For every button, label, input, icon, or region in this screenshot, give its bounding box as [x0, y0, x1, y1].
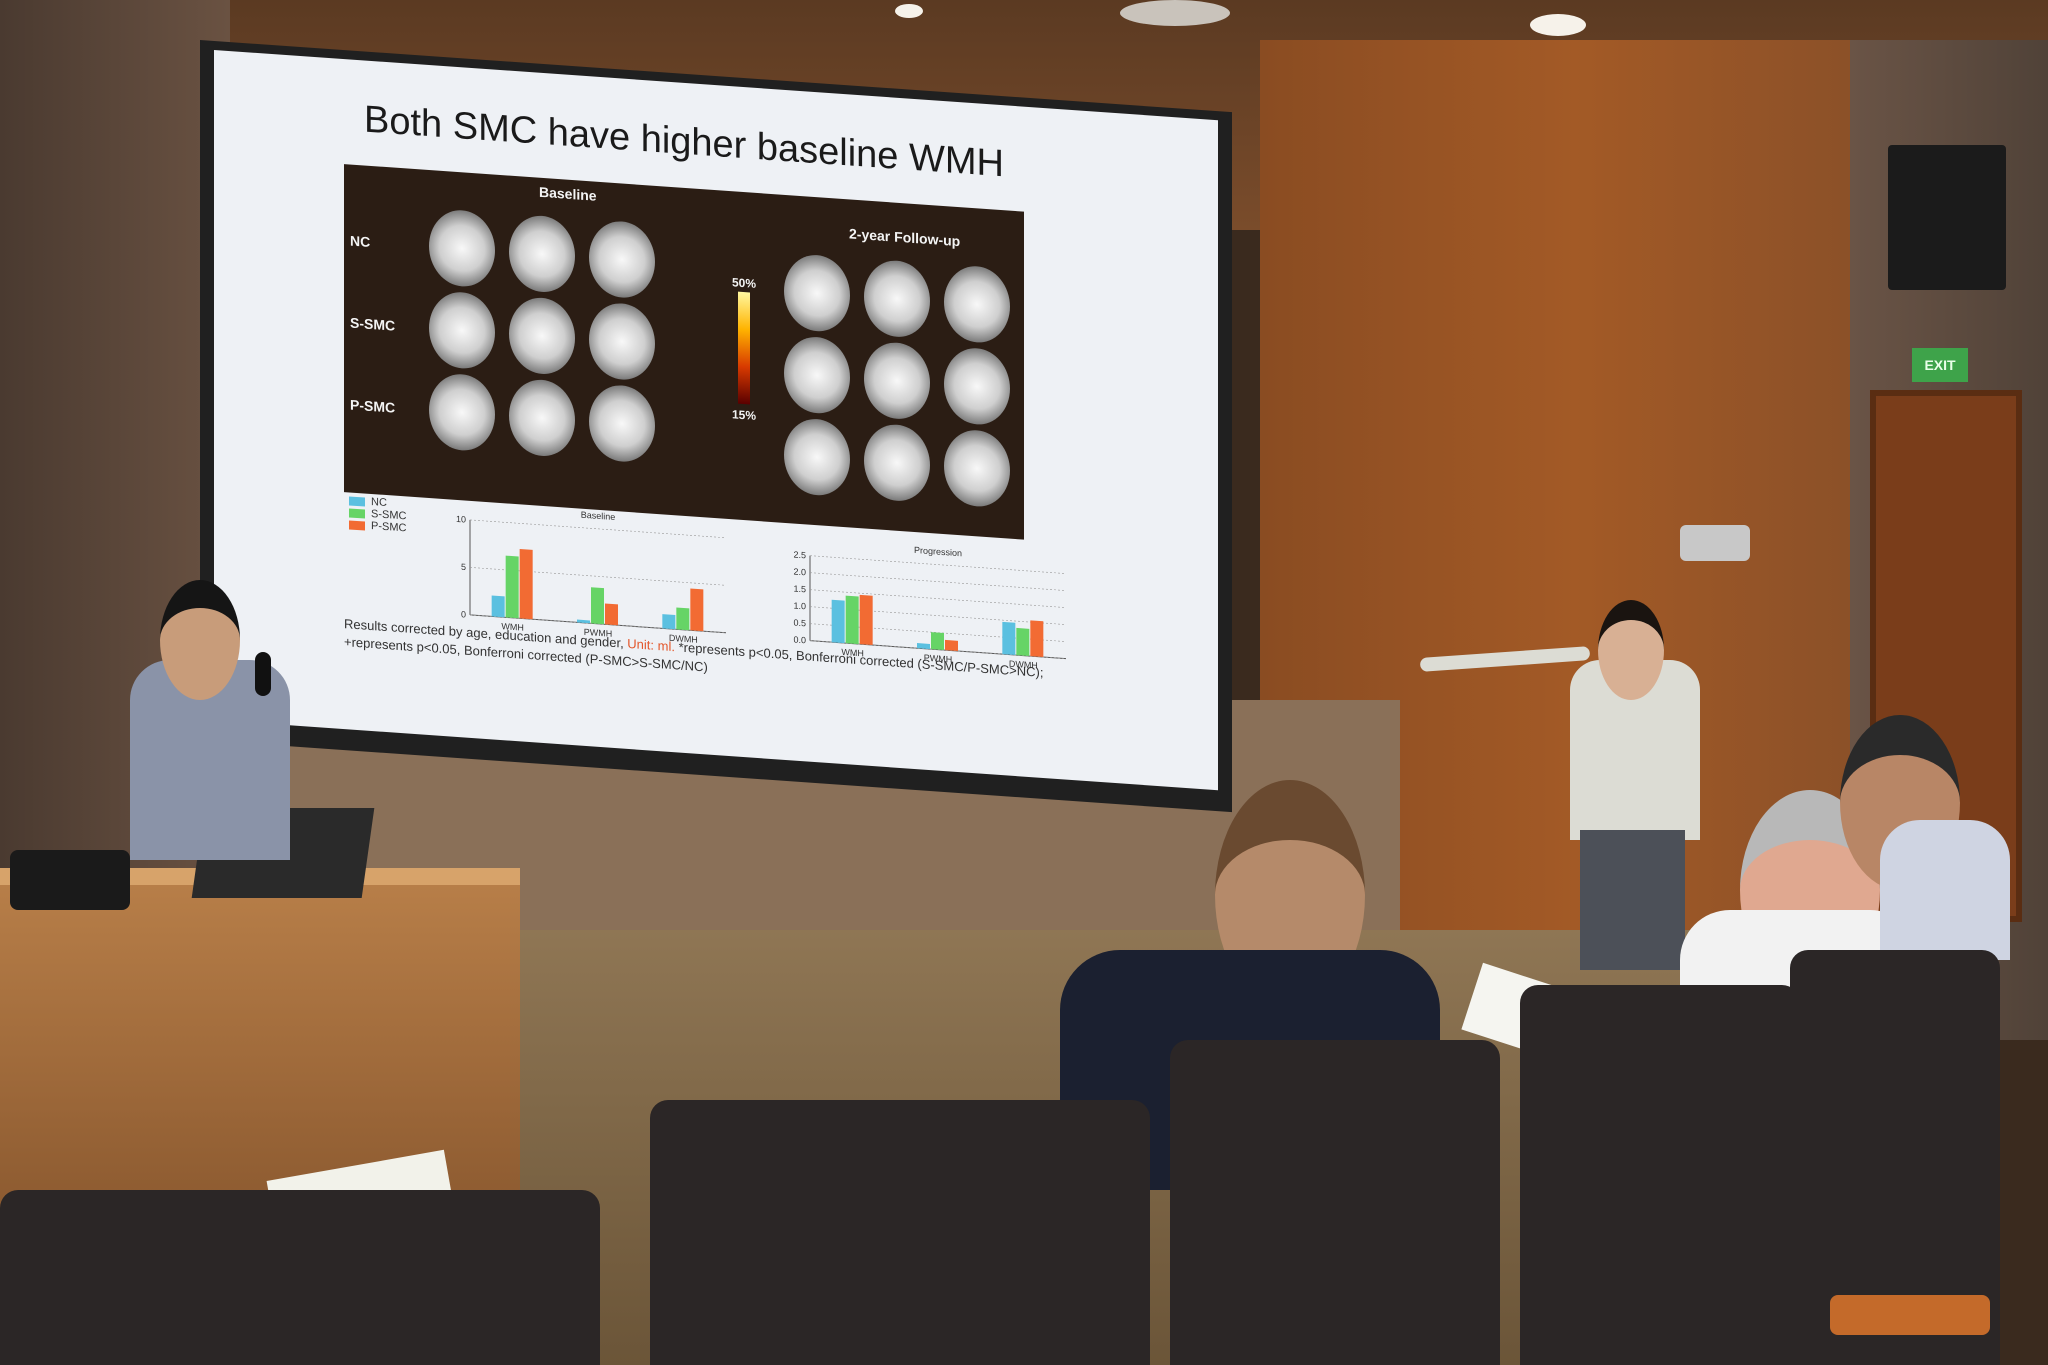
female-presenter-skirt [1580, 830, 1685, 970]
bar-p-smc [859, 594, 873, 646]
gridline [810, 589, 1066, 608]
bar-s-smc [845, 595, 859, 645]
female-presenter-head [1598, 600, 1664, 700]
ceiling-light [895, 4, 923, 18]
brain-slice [429, 208, 495, 289]
y-tick-label: 5 [461, 562, 466, 572]
bar-nc [491, 595, 505, 618]
brain-slice [944, 264, 1010, 345]
progression-bar-chart: Progression 0.0 0.5 1.0 1.5 2.0 2.5 WMH PWMH DWMH [793, 545, 1066, 671]
bar-p-smc [945, 639, 958, 652]
brain-slice [944, 428, 1010, 509]
brain-slice [864, 340, 930, 422]
bar-nc [917, 643, 930, 650]
microphone [255, 652, 271, 696]
bar-s-smc [931, 632, 944, 651]
brain-slice [509, 377, 575, 459]
ceiling-vent [1120, 0, 1230, 26]
brain-slice [429, 290, 495, 371]
baseline-label: Baseline [539, 183, 597, 204]
brain-slice [944, 346, 1010, 427]
audience-member-shirt [1880, 820, 2010, 960]
brain-slice [864, 258, 930, 340]
brain-slice [784, 334, 850, 416]
legend-swatch [349, 495, 365, 507]
gridline [810, 572, 1066, 591]
x-tick-label: WMH [501, 621, 523, 633]
y-tick-label: 0.5 [793, 618, 806, 629]
x-tick-label: DWMH [1009, 659, 1038, 671]
bar-nc [1002, 621, 1016, 656]
gridline [470, 519, 726, 539]
x-tick-label: PWMH [924, 653, 952, 665]
gridline [470, 567, 726, 586]
brain-slice [589, 219, 655, 300]
x-tick-label: DWMH [669, 633, 698, 645]
mri-figure: Baseline 2-year Follow-up NC S-SMC P-SMC… [344, 164, 1024, 540]
exit-sign: EXIT [1912, 348, 1968, 382]
colorbar-max-label: 50% [732, 275, 757, 291]
chart-title: Baseline [581, 510, 615, 522]
row-label-nc: NC [350, 232, 371, 250]
x-tick-label: WMH [841, 647, 863, 659]
chart-legend: NC S-SMC P-SMC [349, 494, 406, 534]
x-tick-label: PWMH [584, 627, 612, 639]
brain-slice [864, 422, 930, 504]
brain-slice [784, 416, 850, 498]
brain-slice [784, 252, 850, 334]
row-label-s-smc: S-SMC [350, 314, 396, 334]
brain-slice [509, 295, 575, 377]
followup-label: 2-year Follow-up [849, 225, 961, 250]
footnote-unit: Unit: ml. [627, 635, 675, 655]
colorbar [738, 291, 750, 405]
y-tick-label: 0.0 [793, 635, 806, 646]
y-tick-label: 0 [461, 609, 466, 619]
legend-label: NC [371, 495, 387, 510]
y-tick-label: 2.0 [793, 567, 806, 578]
brain-slice [589, 301, 655, 382]
row-label-p-smc: P-SMC [350, 396, 396, 416]
wall-speaker [1888, 145, 2006, 290]
male-presenter-head [160, 580, 240, 700]
y-tick-label: 1.5 [793, 584, 806, 595]
bar-s-smc [505, 555, 519, 619]
bar-s-smc [591, 587, 604, 625]
bar-p-smc [605, 603, 618, 626]
legend-swatch [349, 519, 365, 531]
y-tick-label: 10 [456, 514, 466, 525]
ceiling-light [1530, 14, 1586, 36]
bar-nc [662, 614, 676, 630]
y-tick-label: 1.0 [793, 601, 806, 612]
colorbar-min-label: 15% [732, 407, 757, 423]
auditorium-seat [1170, 1040, 1500, 1365]
brain-slice [509, 213, 575, 295]
document-camera [10, 850, 130, 910]
legend-swatch [349, 507, 365, 519]
projected-slide: Both SMC have higher baseline WMH Baseli… [214, 50, 1218, 791]
gridline [810, 555, 1066, 574]
ptz-camera [1680, 525, 1750, 561]
bar-nc [831, 599, 845, 644]
y-tick-label: 2.5 [793, 550, 806, 561]
bar-p-smc [690, 588, 704, 632]
bar-s-smc [1016, 627, 1030, 657]
chart-title: Progression [914, 545, 962, 558]
brain-slice [429, 372, 495, 453]
auditorium-seat [1520, 985, 1800, 1365]
legend-label: P-SMC [371, 519, 407, 535]
seat-armrest [1830, 1295, 1990, 1335]
bar-p-smc [1030, 620, 1044, 657]
bar-p-smc [519, 549, 533, 620]
auditorium-seat [650, 1100, 1150, 1365]
bar-nc [577, 619, 590, 624]
baseline-bar-chart: Baseline 0 5 10 WMH PWMH DWMH [456, 510, 726, 645]
brain-slice [589, 383, 655, 464]
bar-s-smc [676, 607, 690, 631]
gridline [810, 606, 1066, 625]
auditorium-seat [0, 1190, 600, 1365]
